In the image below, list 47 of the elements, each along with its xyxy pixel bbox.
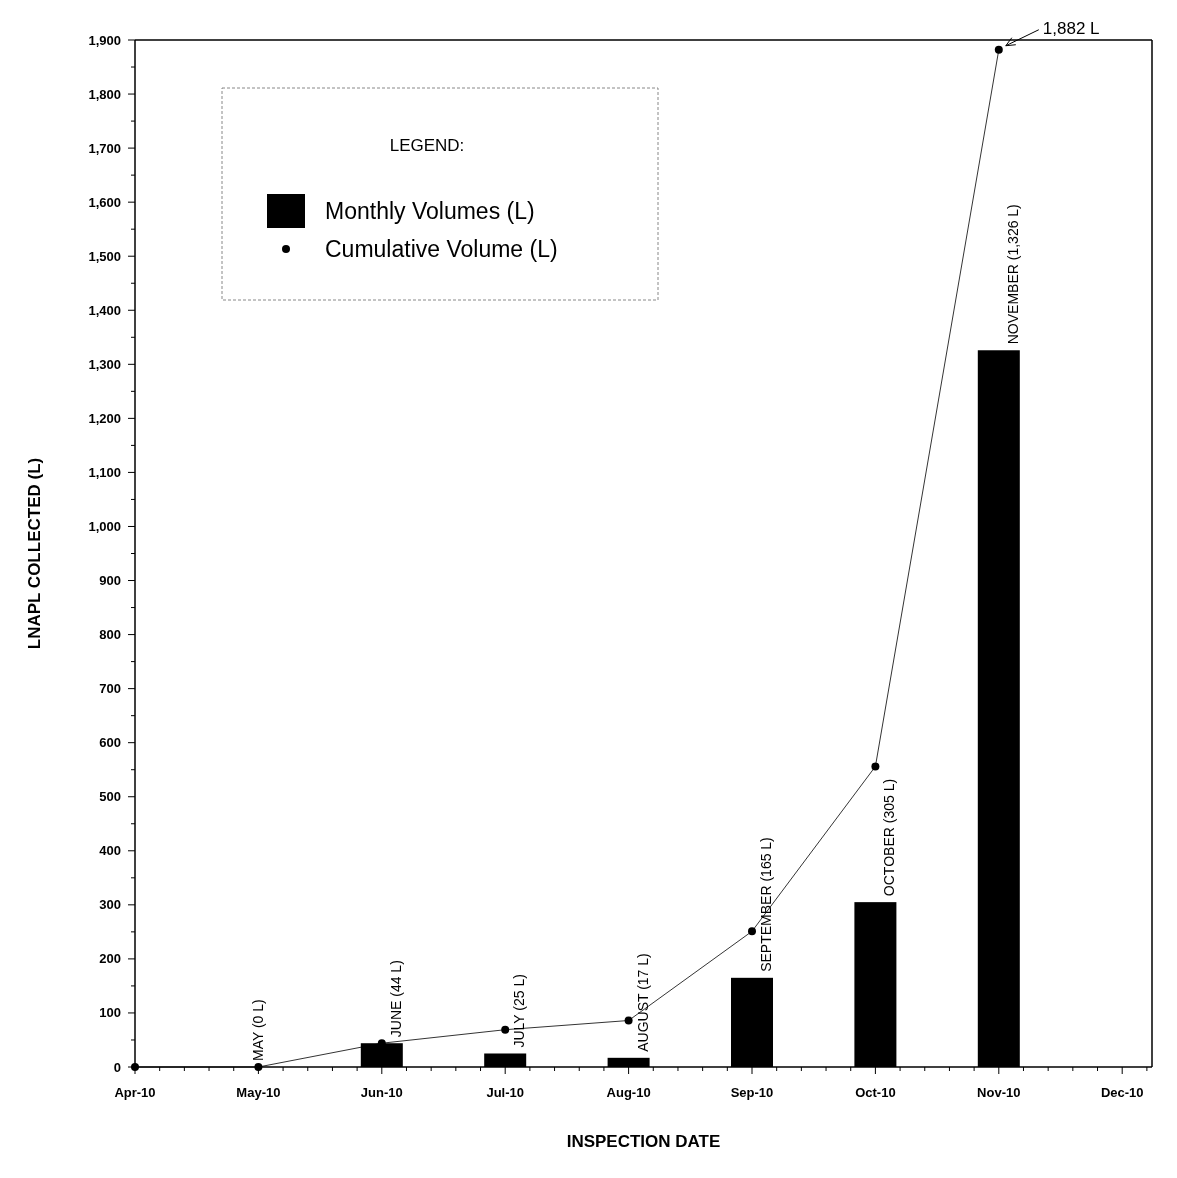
y-tick-label: 1,600: [88, 194, 121, 210]
x-tick-label: Aug-10: [606, 1085, 651, 1100]
x-tick-label: Nov-10: [977, 1085, 1021, 1100]
y-tick-label: 800: [99, 627, 121, 643]
x-tick-label: Sep-10: [730, 1085, 774, 1100]
data-label: NOVEMBER (1,326 L): [1004, 204, 1021, 345]
x-tick-label: Dec-10: [1100, 1085, 1144, 1100]
x-tick-label: Jun-10: [360, 1085, 403, 1100]
data-label: JUNE (44 L): [387, 960, 404, 1038]
data-label: JULY (25 L): [511, 974, 528, 1048]
y-axis-title: LNAPL COLLECTED (L): [25, 457, 44, 650]
legend-label: Cumulative Volume (L): [325, 236, 558, 263]
y-tick-label: 200: [99, 951, 121, 967]
x-axis-title: INSPECTION DATE: [566, 1132, 721, 1151]
y-tick-label: 1,400: [88, 302, 121, 318]
data-label: SEPTEMBER (165 L): [758, 837, 774, 972]
y-tick-label: 1,500: [88, 248, 121, 264]
y-tick-label: 1,000: [88, 519, 121, 535]
y-tick-label: 100: [99, 1005, 121, 1021]
y-tick-label: 1,100: [88, 464, 121, 480]
point: [994, 45, 1003, 54]
x-tick-label: Jul-10: [486, 1085, 524, 1100]
annotation: 1,882 L: [1042, 18, 1100, 38]
legend-title: LEGEND:: [389, 136, 465, 155]
data-label: MAY (0 L): [250, 999, 267, 1061]
y-tick-label: 1,200: [88, 410, 121, 426]
y-tick-label: 1,700: [88, 140, 121, 156]
point: [501, 1025, 510, 1034]
x-tick-label: Oct-10: [855, 1085, 896, 1100]
x-tick-label: Apr-10: [114, 1085, 156, 1100]
y-tick-label: 600: [99, 735, 121, 751]
y-tick-label: 1,900: [88, 32, 121, 48]
x-tick-label: May-10: [236, 1085, 281, 1100]
y-tick-label: 1,800: [88, 86, 121, 102]
point: [748, 927, 756, 936]
point: [624, 1016, 633, 1025]
y-tick-label: 400: [99, 843, 121, 859]
point: [871, 762, 880, 771]
data-label: AUGUST (17 L): [634, 953, 651, 1052]
y-tick-label: 700: [99, 681, 121, 697]
y-tick-label: 1,300: [88, 356, 121, 372]
y-tick-label: 500: [99, 789, 121, 805]
y-tick-label: 900: [99, 573, 121, 589]
data-label: OCTOBER (305 L): [881, 778, 898, 897]
y-tick-label: 300: [99, 897, 121, 913]
y-tick-label: 0: [113, 1059, 121, 1075]
legend-label: Monthly Volumes (L): [325, 198, 535, 225]
